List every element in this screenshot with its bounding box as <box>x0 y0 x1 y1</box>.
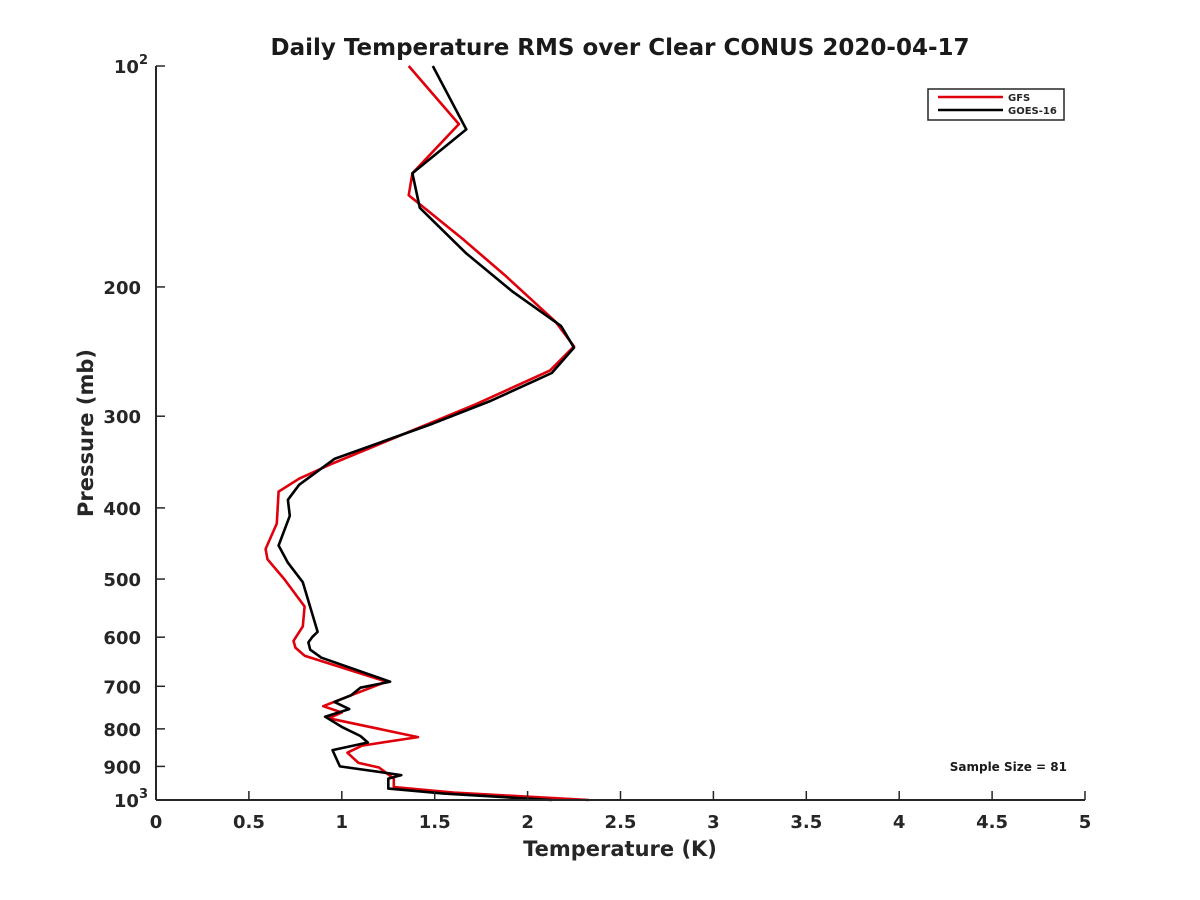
y-tick-exponent: 3 <box>139 787 148 802</box>
x-tick-label: 1.5 <box>419 812 451 833</box>
y-tick-label: 500 <box>103 570 141 591</box>
y-tick-base: 10 <box>114 57 139 78</box>
x-tick-label: 3 <box>707 812 720 833</box>
series-line-goes16 <box>277 65 576 802</box>
y-tick-label: 103 <box>114 787 148 812</box>
legend-label-goes16: GOES-16 <box>1008 106 1057 117</box>
x-tick-label: 0.5 <box>233 812 265 833</box>
y-tick-label: 900 <box>103 757 141 778</box>
y-tick-label: 200 <box>103 278 141 299</box>
x-tick-label: 4.5 <box>976 812 1008 833</box>
legend: GFS GOES-16 <box>927 88 1065 121</box>
chart-title: Daily Temperature RMS over Clear CONUS 2… <box>270 35 969 61</box>
series-layer <box>264 65 589 802</box>
x-axis-ticks: 0 0.5 1 1.5 2 2.5 3 3.5 4 4.5 5 <box>150 791 1092 833</box>
x-tick-label: 4 <box>893 812 906 833</box>
y-tick-label: 700 <box>103 677 141 698</box>
x-tick-label: 2 <box>521 812 534 833</box>
sample-size-annotation: Sample Size = 81 <box>950 760 1067 774</box>
x-tick-label: 0 <box>150 812 163 833</box>
series-line-gfs <box>264 65 589 802</box>
x-tick-label: 1 <box>336 812 349 833</box>
y-tick-label: 800 <box>103 720 141 741</box>
legend-box <box>927 88 1065 121</box>
y-tick-label: 102 <box>114 53 148 78</box>
x-tick-label: 2.5 <box>605 812 637 833</box>
x-tick-label: 5 <box>1079 812 1092 833</box>
y-tick-label: 600 <box>103 628 141 649</box>
x-tick-label: 3.5 <box>790 812 822 833</box>
y-tick-base: 10 <box>114 791 139 812</box>
y-tick-label: 300 <box>103 407 141 428</box>
x-axis-label: Temperature (K) <box>523 837 717 861</box>
plot-area: 0 0.5 1 1.5 2 2.5 3 3.5 4 4.5 5 102200300400500600… <box>103 53 1091 833</box>
y-axis-label: Pressure (mb) <box>74 349 98 517</box>
legend-label-gfs: GFS <box>1008 93 1030 104</box>
y-tick-label: 400 <box>103 499 141 520</box>
y-tick-exponent: 2 <box>139 53 148 68</box>
